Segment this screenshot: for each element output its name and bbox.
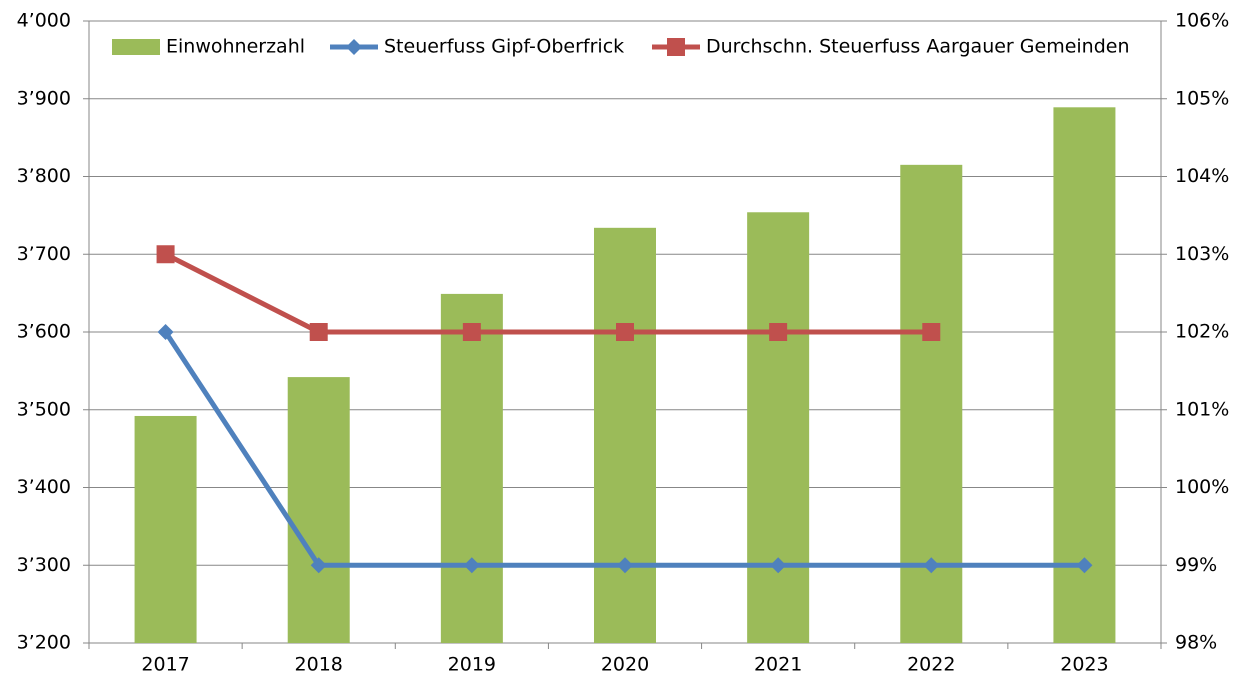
line-marker xyxy=(922,323,941,341)
bar xyxy=(747,212,810,643)
y2-tick-label: 104% xyxy=(1175,165,1229,187)
x-tick-label: 2023 xyxy=(1060,654,1108,676)
line-marker xyxy=(156,245,175,264)
y2-tick-label: 103% xyxy=(1175,243,1229,265)
y-tick-label: 3’700 xyxy=(17,243,71,265)
bar xyxy=(287,377,350,643)
line-marker xyxy=(617,557,633,574)
y-tick-label: 4’000 xyxy=(17,10,71,32)
y-tick-label: 3’500 xyxy=(17,398,71,420)
legend-label: Durchschn. Steuerfuss Aargauer Gemeinden xyxy=(706,36,1130,58)
y2-tick-label: 106% xyxy=(1175,10,1229,32)
x-tick-label: 2019 xyxy=(448,654,496,676)
bar xyxy=(134,415,197,643)
line xyxy=(164,252,932,335)
legend-label: Steuerfuss Gipf-Oberfrick xyxy=(384,36,624,58)
bar xyxy=(594,227,656,643)
line-marker xyxy=(463,557,480,574)
legend-marker xyxy=(667,38,685,56)
y-tick-label: 3’300 xyxy=(17,554,71,576)
x-tick-label: 2021 xyxy=(754,654,802,676)
legend-label: Einwohnerzahl xyxy=(166,36,305,58)
line-marker xyxy=(310,557,327,574)
line-marker xyxy=(309,323,328,341)
x-tick-label: 2022 xyxy=(907,654,955,676)
y-tick-label: 3’200 xyxy=(17,632,71,654)
y-tick-label: 3’800 xyxy=(17,165,71,187)
bar xyxy=(440,293,503,643)
y2-tick-label: 102% xyxy=(1175,321,1229,343)
y2-tick-label: 100% xyxy=(1175,476,1229,498)
line-marker xyxy=(462,323,481,341)
line-marker xyxy=(769,323,788,341)
y2-tick-label: 99% xyxy=(1175,554,1217,576)
line-marker xyxy=(923,557,940,574)
line-marker xyxy=(616,323,634,341)
legend-marker xyxy=(346,39,362,55)
y-tick-label: 3’900 xyxy=(17,87,71,109)
y2-tick-label: 101% xyxy=(1175,398,1229,420)
y-tick-label: 3’400 xyxy=(17,476,71,498)
line-marker xyxy=(157,324,174,340)
x-tick-label: 2018 xyxy=(295,654,343,676)
line-marker xyxy=(770,557,787,574)
y2-tick-label: 105% xyxy=(1175,87,1229,109)
x-tick-label: 2017 xyxy=(141,654,189,676)
y2-tick-label: 98% xyxy=(1175,632,1217,654)
legend-swatch xyxy=(112,39,160,55)
x-tick-label: 2020 xyxy=(601,654,649,676)
line-marker xyxy=(1076,557,1093,574)
y-tick-label: 3’600 xyxy=(17,321,71,343)
bar xyxy=(1053,107,1116,644)
